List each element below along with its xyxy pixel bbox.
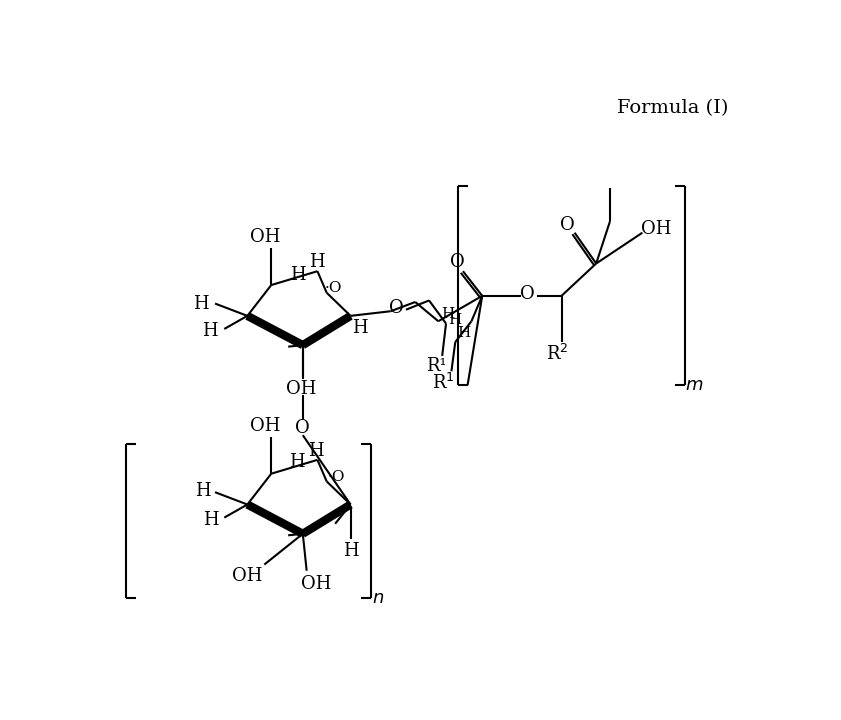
Text: OH: OH [250,417,280,435]
Text: H: H [448,312,462,327]
Text: O: O [559,216,574,234]
Text: OH: OH [232,567,262,585]
Text: H: H [202,323,218,341]
Text: OH: OH [286,380,316,398]
Text: Formula (I): Formula (I) [617,99,729,117]
Text: H: H [352,319,368,337]
Text: $n$: $n$ [373,590,384,608]
Text: O: O [295,418,310,436]
Text: R¹: R¹ [426,357,447,375]
Text: ·O: ·O [325,281,342,295]
Text: O: O [521,285,535,303]
Text: R$^2$: R$^2$ [547,343,569,364]
Text: OH: OH [641,220,671,238]
Text: H: H [289,266,305,284]
Text: R$^1$: R$^1$ [432,373,455,393]
Text: H: H [458,325,470,340]
Text: H: H [195,482,210,500]
Text: $m$: $m$ [685,376,703,394]
Text: H: H [193,294,209,312]
Text: O: O [450,253,465,271]
Text: H: H [308,441,324,459]
Text: H: H [343,541,358,559]
Text: O: O [389,300,405,317]
Text: ·O: ·O [327,469,345,484]
Text: OH: OH [301,575,332,593]
Text: OH: OH [250,228,280,246]
Text: H: H [203,511,218,529]
Text: H: H [288,453,304,471]
Text: H: H [441,307,454,321]
Text: H: H [309,253,325,271]
